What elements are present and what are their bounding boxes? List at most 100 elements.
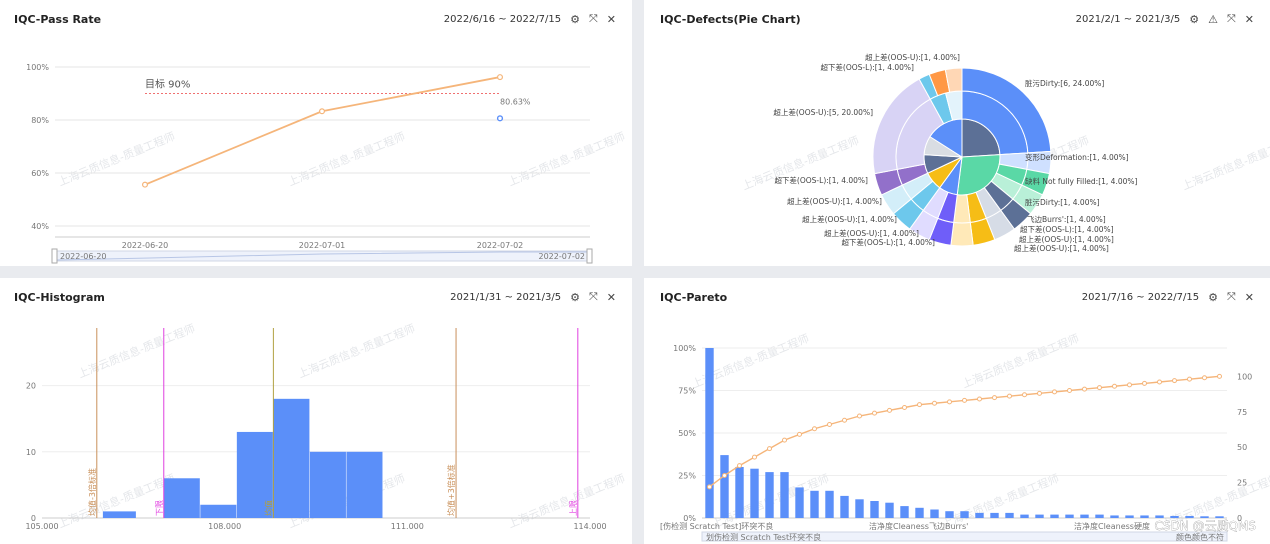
close-icon[interactable]: ✕ xyxy=(1244,12,1254,26)
pareto-bar xyxy=(975,512,984,518)
zoom-slider xyxy=(701,531,1228,542)
pie-slice-label: 超上差(OOS-U):[1, 4.00%] xyxy=(1014,243,1109,253)
pareto-panel: IQC-Pareto 2021/7/16 ~ 2022/7/15 ⚙ ⤧ ✕ 上… xyxy=(644,278,1270,544)
pie-outer-slice xyxy=(944,67,963,93)
x-category-label: 洁净度Cleaness飞边Burrs' xyxy=(869,521,968,531)
cumulative-point xyxy=(1037,390,1042,396)
cumulative-point xyxy=(917,402,922,408)
cumulative-point xyxy=(1007,393,1012,399)
pie-slice-label: 脏污Dirty:[6, 24.00%] xyxy=(1025,78,1104,88)
csdn-footer: CSDN @云质QMS xyxy=(1155,519,1256,533)
pareto-bar xyxy=(1005,512,1014,518)
gear-icon[interactable]: ⚙ xyxy=(1189,12,1200,26)
pie-toolbar: 2021/2/1 ~ 2021/3/5 ⚙ ⚠ ⤧ ✕ xyxy=(1076,12,1254,26)
pareto-bar xyxy=(840,495,849,518)
zoom-handle-left xyxy=(51,248,58,264)
cumulative-point xyxy=(842,417,847,423)
pass-rate-point xyxy=(142,181,149,188)
pareto-bar xyxy=(810,490,819,518)
cumulative-point xyxy=(857,413,862,419)
cumulative-line xyxy=(709,375,1220,488)
y-right-tick-label: 0 xyxy=(1237,514,1242,523)
y-left-tick-label: 25% xyxy=(678,472,696,481)
fullscreen-icon[interactable]: ⤧ xyxy=(588,290,598,303)
pareto-bar xyxy=(765,472,774,518)
x-tick-label: 2022-07-02 xyxy=(477,241,524,250)
gear-icon[interactable]: ⚙ xyxy=(1208,290,1218,304)
fullscreen-icon[interactable]: ⤧ xyxy=(1226,290,1236,303)
cumulative-point xyxy=(752,454,757,460)
pie-slice-label: 超上差(OOS-U):[1, 4.00%] xyxy=(802,214,897,224)
pass-rate-date-range[interactable]: 2022/6/16 ~ 2022/7/15 xyxy=(443,13,562,25)
histogram-bar xyxy=(102,511,136,518)
pareto-bar xyxy=(825,490,834,518)
pie-slice-label: 超上差(OOS-U):[5, 20.00%] xyxy=(773,107,873,117)
pareto-bar xyxy=(705,348,714,518)
pareto-bar xyxy=(1155,515,1164,518)
pass-rate-title: IQC-Pass Rate xyxy=(14,13,102,26)
pareto-bar xyxy=(780,472,789,518)
pareto-bar xyxy=(1140,515,1149,518)
histogram-date-range[interactable]: 2021/1/31 ~ 2021/3/5 xyxy=(450,291,562,303)
pareto-bar xyxy=(750,468,759,518)
fullscreen-icon[interactable]: ⤧ xyxy=(588,12,598,25)
y-tick-label: 100% xyxy=(26,63,49,72)
cumulative-point xyxy=(977,396,982,402)
cumulative-point xyxy=(1187,376,1192,382)
pareto-bar xyxy=(1110,515,1119,518)
close-icon[interactable]: ✕ xyxy=(606,290,616,304)
pie-slice-label: 超上差(OOS-U):[1, 4.00%] xyxy=(1019,234,1114,244)
pie-outer-slice xyxy=(950,221,974,247)
pie-slice-label: 超上差(OOS-U):[1, 4.00%] xyxy=(824,228,919,238)
y-tick-label: 10 xyxy=(26,448,36,457)
pass-rate-toolbar: 2022/6/16 ~ 2022/7/15 ⚙ ⤧ ✕ xyxy=(444,12,616,26)
x-category-label: 洁净度Cleaness硬度 xyxy=(1074,521,1150,531)
gear-icon[interactable]: ⚙ xyxy=(570,290,580,304)
cumulative-point xyxy=(947,399,952,405)
watermark-text: 上海云质信息-质量工程师 xyxy=(296,321,417,381)
cumulative-point xyxy=(1127,382,1132,388)
warning-icon[interactable]: ⚠ xyxy=(1208,12,1218,26)
cumulative-point xyxy=(1172,378,1177,384)
watermark-text: 上海云质信息-质量工程师 xyxy=(286,129,407,189)
histogram-bar xyxy=(273,398,310,518)
watermark-text: 上海云质信息-质量工程师 xyxy=(506,471,627,531)
x-tick-label: 2022-06-20 xyxy=(122,241,169,250)
pareto-bar xyxy=(1185,515,1194,518)
fullscreen-icon[interactable]: ⤧ xyxy=(1226,12,1236,25)
y-tick-label: 40% xyxy=(31,222,49,231)
pie-slice-label: 超上差(OOS-U):[1, 4.00%] xyxy=(865,52,960,62)
pie-chart: 上海云质信息-质量工程师上海云质信息-质量工程师上海云质信息-质量工程师脏污Di… xyxy=(740,52,1270,253)
pareto-bar xyxy=(1050,514,1059,518)
cumulative-point xyxy=(1052,389,1057,395)
pass-rate-chart: 上海云质信息-质量工程师 上海云质信息-质量工程师 上海云质信息-质量工程师100%… xyxy=(26,63,627,264)
pareto-bar xyxy=(1035,514,1044,518)
cumulative-point xyxy=(992,395,997,401)
gear-icon[interactable]: ⚙ xyxy=(570,12,580,26)
pie-title: IQC-Defects(Pie Chart) xyxy=(660,13,801,26)
pie-slice-label: 超下差(OOS-L):[1, 4.00%] xyxy=(820,62,914,72)
cumulative-point xyxy=(1157,379,1162,385)
close-icon[interactable]: ✕ xyxy=(1244,290,1254,304)
pareto-bar xyxy=(1065,514,1074,518)
histogram-bar xyxy=(309,451,346,518)
cumulative-point xyxy=(722,473,727,478)
close-icon[interactable]: ✕ xyxy=(606,12,616,26)
pareto-date-range[interactable]: 2021/7/16 ~ 2022/7/15 xyxy=(1081,291,1200,303)
cumulative-point xyxy=(827,422,832,427)
pareto-bar xyxy=(1170,515,1179,518)
zoom-end-label: 颜色颜色不符 xyxy=(1176,532,1224,542)
histogram-bar xyxy=(346,451,383,518)
zoom-start-label: 2022-06-20 xyxy=(60,252,107,261)
pie-date-range[interactable]: 2021/2/1 ~ 2021/3/5 xyxy=(1075,13,1181,25)
y-left-tick-label: 0% xyxy=(683,514,696,523)
pie-slice-label: 超下差(OOS-L):[1, 4.00%] xyxy=(774,175,868,185)
pareto-bar xyxy=(870,501,879,518)
cumulative-point xyxy=(797,431,802,437)
pareto-bar xyxy=(990,512,999,518)
pie-slice-label: 飞边Burrs':[1, 4.00%] xyxy=(1027,215,1106,224)
cumulative-point xyxy=(1097,385,1102,391)
cumulative-point xyxy=(887,407,892,413)
pie-slice-label: 超上差(OOS-U):[1, 4.00%] xyxy=(787,196,882,206)
